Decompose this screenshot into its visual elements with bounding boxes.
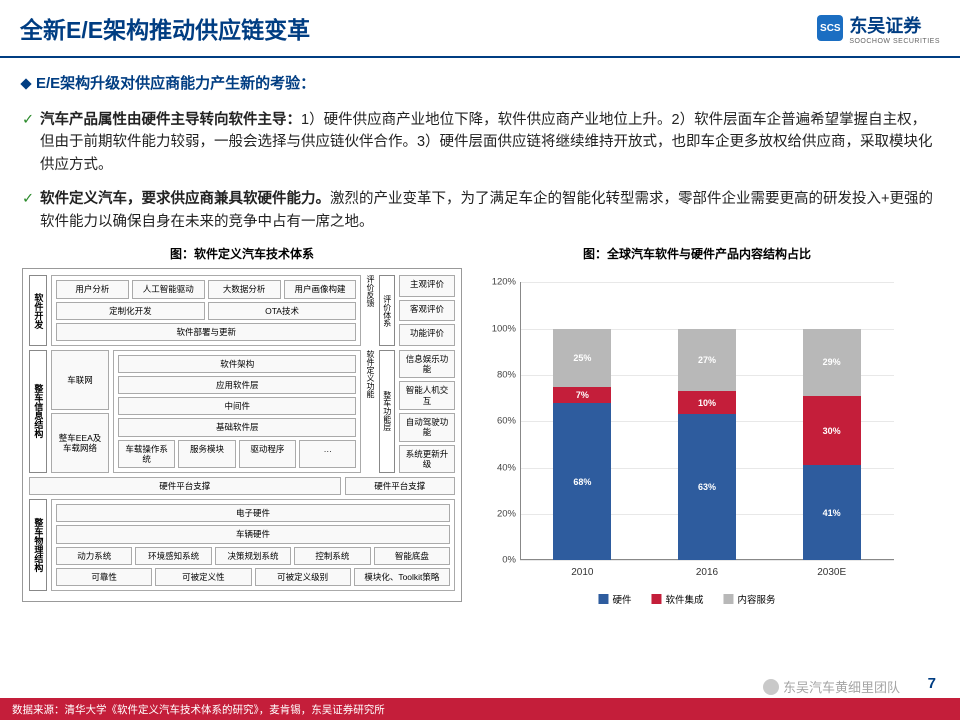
subtitle-text: E/E架构升级对供应商能力产生新的考验： (36, 75, 315, 92)
bullet-lead: 汽车产品属性由硬件主导转向软件主导： (40, 112, 301, 128)
watermark-text: 东吴汽车黄细里团队 (783, 677, 900, 696)
footer-bar: 数据来源：清华大学《软件定义汽车技术体系的研究》，麦肯锡，东吴证券研究所 (0, 698, 960, 720)
bullet-item: ✓ 软件定义汽车，要求供应商兼具软硬件能力。激烈的产业变革下，为了满足车企的智能… (22, 188, 938, 233)
figure-right: 图：全球汽车软件与硬件产品内容结构占比 0%20%40%60%80%100%12… (472, 245, 922, 608)
figure-left: 图：软件定义汽车技术体系 软件开发用户分析人工智能驱动大数据分析用户画像构建定制… (22, 245, 462, 608)
slide-title: 全新E/E架构推动供应链变革 (20, 11, 310, 45)
page-number: 7 (928, 675, 936, 692)
diamond-icon (20, 78, 31, 89)
slide-header: 全新E/E架构推动供应链变革 SCS 东吴证券 SOOCHOW SECURITI… (0, 0, 960, 56)
stacked-bar-chart: 0%20%40%60%80%100%120%25%7%68%201027%10%… (472, 268, 902, 608)
watermark: 东吴汽车黄细里团队 (763, 677, 900, 696)
figures-row: 图：软件定义汽车技术体系 软件开发用户分析人工智能驱动大数据分析用户画像构建定制… (22, 245, 938, 608)
content-area: E/E架构升级对供应商能力产生新的考验： ✓ 汽车产品属性由硬件主导转向软件主导… (0, 72, 960, 608)
divider (0, 56, 960, 58)
fig-right-title: 图：全球汽车软件与硬件产品内容结构占比 (472, 245, 922, 262)
logo-text-cn: 东吴证券 (849, 12, 940, 38)
check-icon: ✓ (22, 109, 34, 131)
logo-badge-icon: SCS (817, 15, 843, 41)
logo-text-en: SOOCHOW SECURITIES (849, 38, 940, 45)
section-subtitle: E/E架构升级对供应商能力产生新的考验： (22, 72, 938, 93)
wechat-icon (763, 679, 779, 695)
bullet-lead: 软件定义汽车，要求供应商兼具软硬件能力。 (40, 191, 330, 207)
footer-text: 数据来源：清华大学《软件定义汽车技术体系的研究》，麦肯锡，东吴证券研究所 (12, 702, 385, 717)
fig-left-title: 图：软件定义汽车技术体系 (22, 245, 462, 262)
bullet-item: ✓ 汽车产品属性由硬件主导转向软件主导：1）硬件供应商产业地位下降，软件供应商产… (22, 109, 938, 176)
brand-logo: SCS 东吴证券 SOOCHOW SECURITIES (817, 12, 940, 45)
check-icon: ✓ (22, 188, 34, 210)
architecture-diagram: 软件开发用户分析人工智能驱动大数据分析用户画像构建定制化开发OTA技术软件部署与… (22, 268, 462, 602)
